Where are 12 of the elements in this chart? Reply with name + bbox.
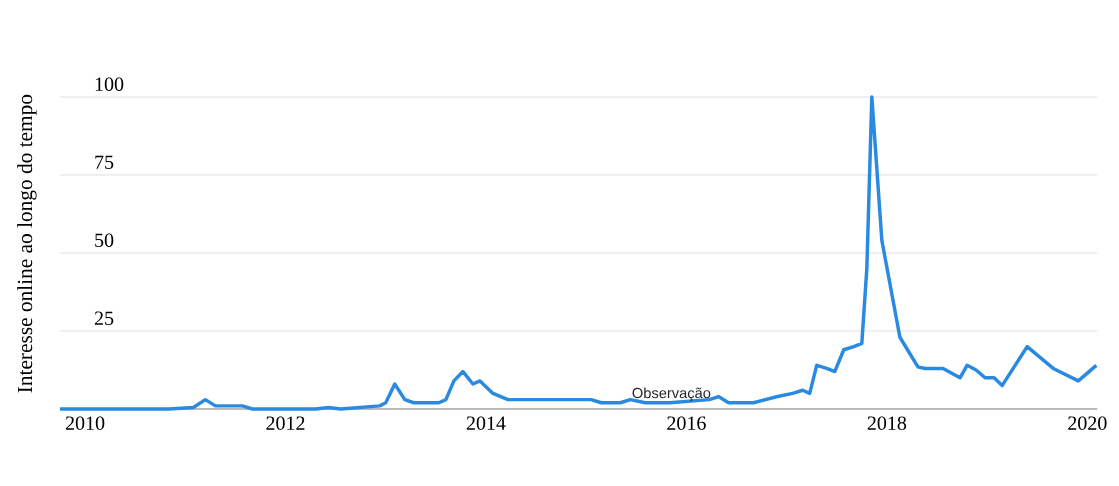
- y-axis-title: Interesse online ao longo do tempo: [17, 94, 37, 393]
- x-tick-label: 2012: [266, 416, 305, 430]
- x-tick-label: 2018: [867, 416, 907, 430]
- annotation: Observação: [632, 387, 711, 402]
- x-tick-label: 2010: [65, 416, 105, 430]
- y-tick-label: 25: [94, 311, 114, 325]
- y-tick-label: 75: [95, 155, 114, 169]
- y-tick-label: 50: [95, 233, 114, 247]
- x-tick-label: 2014: [466, 416, 506, 430]
- x-tick-label: 2020: [1068, 416, 1107, 430]
- x-tick-label: 2016: [667, 416, 706, 430]
- y-tick-label: 100: [95, 77, 124, 91]
